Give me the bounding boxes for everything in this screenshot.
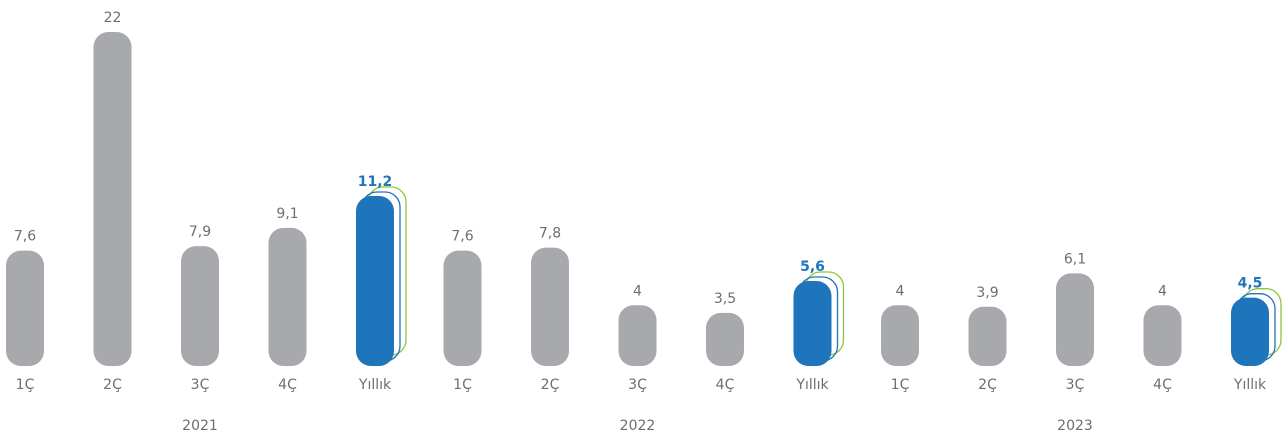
- value-label: 6,1: [1064, 251, 1086, 267]
- value-labels-layer: 7,6 22 7,9 9,1 11,2 7,6 7,8 4 3,5 5,6 4 3,9 6,1 4 4,5: [14, 10, 1263, 307]
- year-label: 2023: [1057, 418, 1093, 434]
- category-label: 4Ç: [1153, 377, 1172, 393]
- bars-layer: [6, 32, 1282, 366]
- value-label: 4: [633, 283, 642, 299]
- bar-annual: [793, 280, 832, 366]
- category-label: 1Ç: [16, 377, 35, 393]
- value-label: 7,6: [14, 229, 36, 245]
- category-label: 2Ç: [541, 377, 560, 393]
- bar-quarter: [93, 32, 132, 366]
- value-label: 4: [896, 283, 905, 299]
- value-label: 9,1: [276, 206, 298, 222]
- value-label: 4,5: [1238, 276, 1263, 292]
- category-label: Yıllık: [358, 377, 392, 393]
- value-label: 3,9: [976, 285, 998, 301]
- category-labels-layer: 1Ç 2Ç 3Ç 4Ç Yıllık 1Ç 2Ç 3Ç 4Ç Yıllık 1Ç 2Ç 3Ç 4Ç Yıll…: [16, 377, 1267, 393]
- value-label: 7,6: [451, 229, 473, 245]
- bar-annual: [356, 195, 394, 366]
- bar-quarter: [1143, 305, 1182, 366]
- value-label: 7,8: [539, 226, 561, 242]
- category-label: 3Ç: [628, 377, 647, 393]
- bar-quarter: [6, 250, 44, 366]
- bar-quarter: [881, 305, 919, 366]
- category-label: 2Ç: [978, 377, 997, 393]
- category-label: 3Ç: [191, 377, 210, 393]
- value-label: 22: [104, 10, 122, 26]
- category-label: 2Ç: [103, 377, 122, 393]
- bar-quarter: [181, 246, 219, 366]
- category-label: 1Ç: [453, 377, 472, 393]
- value-label: 11,2: [358, 174, 393, 190]
- year-label: 2021: [182, 418, 218, 434]
- year-label: 2022: [620, 418, 656, 434]
- category-label: 3Ç: [1066, 377, 1085, 393]
- value-label: 7,9: [189, 224, 211, 240]
- value-label: 3,5: [714, 291, 736, 307]
- value-label: 4: [1158, 283, 1167, 299]
- bar-quarter: [1056, 273, 1094, 366]
- category-label: 1Ç: [891, 377, 910, 393]
- year-labels-layer: 2021 2022 2023: [182, 418, 1093, 434]
- category-label: 4Ç: [716, 377, 735, 393]
- category-label: Yıllık: [795, 377, 829, 393]
- bar-quarter: [531, 247, 569, 366]
- category-label: Yıllık: [1233, 377, 1267, 393]
- bar-quarter: [706, 312, 744, 366]
- bar-quarter: [968, 306, 1007, 366]
- bar-quarter: [443, 250, 482, 366]
- category-label: 4Ç: [278, 377, 297, 393]
- value-label: 5,6: [800, 259, 825, 275]
- bar-quarter: [268, 227, 307, 366]
- bar-quarter: [618, 305, 657, 366]
- bar-annual: [1231, 297, 1269, 366]
